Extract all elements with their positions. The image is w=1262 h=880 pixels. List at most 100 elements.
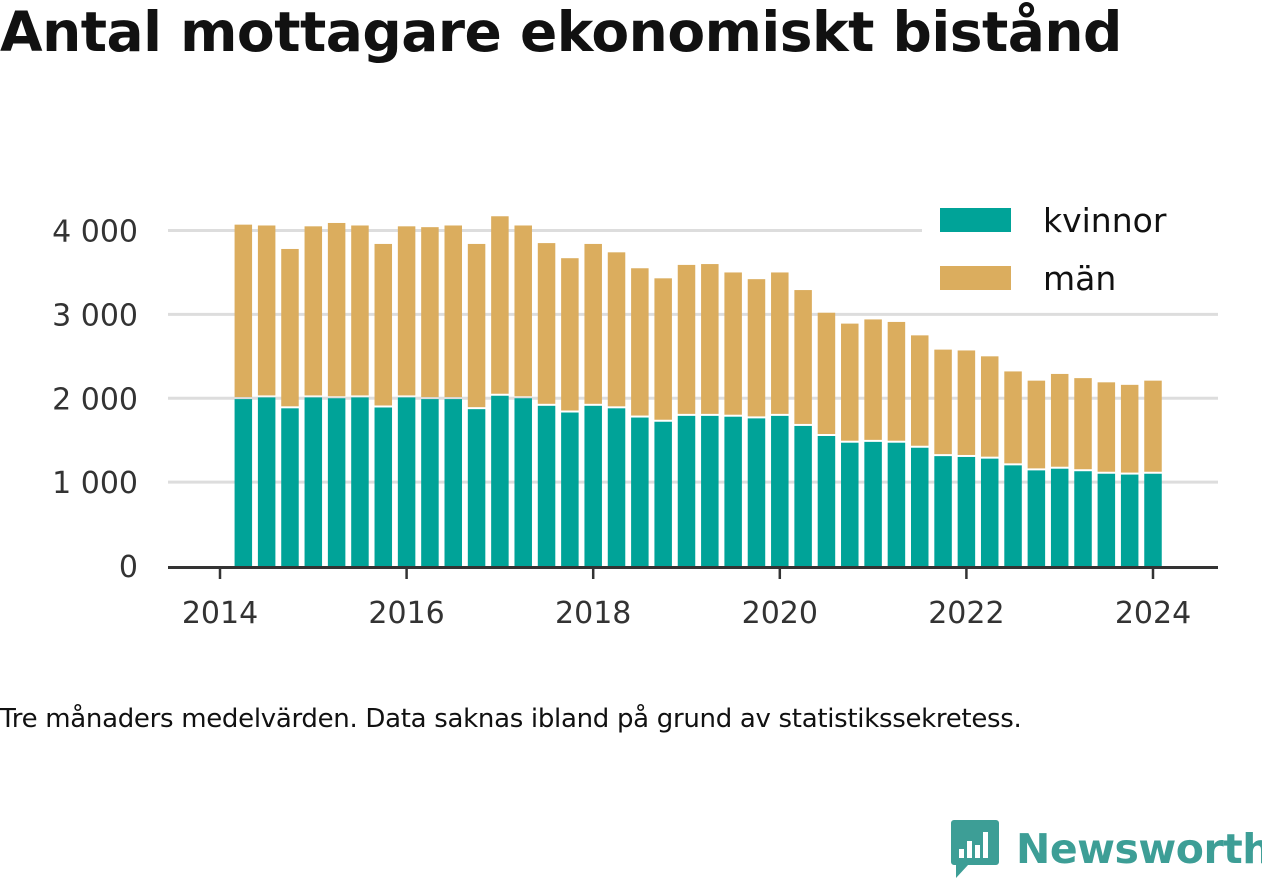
bar-kvinnor [817,436,836,566]
brand-logo: Newsworthy [950,818,1262,880]
bar-man [514,225,532,397]
bar-man [1120,384,1139,473]
bar-man [887,321,906,441]
bar-kvinnor [444,399,462,566]
bar-kvinnor [234,399,253,566]
x-tick-label: 2018 [555,596,631,631]
legend-label: kvinnor [1043,201,1167,240]
bar-man [351,225,369,396]
bar-kvinnor [491,395,509,566]
bar-kvinnor [397,397,416,566]
bar-kvinnor [957,456,976,566]
y-tick-label: 3 000 [52,298,138,333]
bar-chart-speech-bubble-icon [951,820,999,878]
bar-man [841,323,859,441]
bar-kvinnor [257,397,276,566]
bar-kvinnor [607,408,626,566]
bar-man [327,222,346,397]
bar-man [607,252,626,407]
y-tick-label: 2 000 [52,382,138,417]
legend-swatch [940,208,1011,232]
bar-kvinnor [1050,468,1069,566]
x-tick-label: 2020 [742,596,818,631]
bar-kvinnor [934,456,952,566]
bar-man [794,290,812,424]
bar-kvinnor [771,415,789,566]
bar-man [980,356,999,457]
y-tick-label: 4 000 [52,215,138,250]
bar-kvinnor [1027,470,1046,566]
bar-kvinnor [514,398,532,566]
y-tick-label: 0 [119,550,138,585]
bar-kvinnor [584,405,602,566]
bar-man [1027,380,1046,469]
bar-kvinnor [980,458,999,566]
bar-kvinnor [841,442,859,566]
x-tick-label: 2016 [368,596,444,631]
bar-man [537,243,556,404]
bar-kvinnor [281,408,299,566]
bar-man [421,227,439,398]
bar-kvinnor [677,415,696,566]
bar-man [1097,382,1116,472]
chart-title: Antal mottagare ekonomiskt bistånd [0,0,1122,64]
bar-man [257,225,276,396]
bar-kvinnor [304,397,323,566]
x-tick-label: 2022 [928,596,1004,631]
x-tick-label: 2014 [182,596,258,631]
bars [234,216,1162,566]
bar-kvinnor [374,407,393,566]
bar-man [864,319,882,440]
bar-kvinnor [327,398,346,566]
bar-man [281,248,299,407]
bar-man [561,258,579,411]
bar-kvinnor [1144,473,1162,566]
bar-kvinnor [561,412,579,566]
bar-man [654,278,672,420]
bar-kvinnor [537,405,556,566]
bar-kvinnor [1097,473,1116,566]
bar-kvinnor [1074,471,1092,566]
bar-kvinnor [724,416,742,566]
bar-man [1144,380,1162,472]
bar-kvinnor [421,399,439,566]
bar-man [817,312,836,435]
bar-kvinnor [467,409,486,566]
bar-kvinnor [631,417,649,566]
x-axis-ticks: 2014 2016 2018 2020 2022 2024 [182,569,1191,631]
bar-man [491,216,509,394]
bar-man [584,243,602,404]
bar-man [771,272,789,414]
bar-man [234,224,253,398]
bar-man [631,268,649,416]
bar-kvinnor [864,441,882,566]
chart-caption: Tre månaders medelvärden. Data saknas ib… [0,704,1022,734]
bar-man [1074,378,1092,470]
bar-kvinnor [794,425,812,566]
bar-man [1004,371,1022,464]
y-axis-ticks: 0 1 000 2 000 3 000 4 000 [52,215,138,585]
bar-man [934,349,952,455]
bar-man [1050,373,1069,467]
bar-man [724,272,742,415]
legend: kvinnor män [922,190,1222,310]
bar-kvinnor [1120,474,1139,566]
bar-man [444,225,462,398]
bar-man [374,243,393,406]
bar-man [957,350,976,455]
legend-swatch [940,266,1011,290]
bar-man [911,335,929,446]
legend-label: män [1043,259,1116,298]
y-tick-label: 1 000 [52,466,138,501]
bar-man [677,264,696,414]
bar-kvinnor [701,415,719,566]
bar-man [701,264,719,414]
bar-kvinnor [654,421,672,566]
x-tick-label: 2024 [1115,596,1191,631]
bar-man [747,279,766,417]
bar-man [304,226,323,396]
bar-kvinnor [747,418,766,566]
bar-man [397,226,416,396]
bar-kvinnor [351,397,369,566]
